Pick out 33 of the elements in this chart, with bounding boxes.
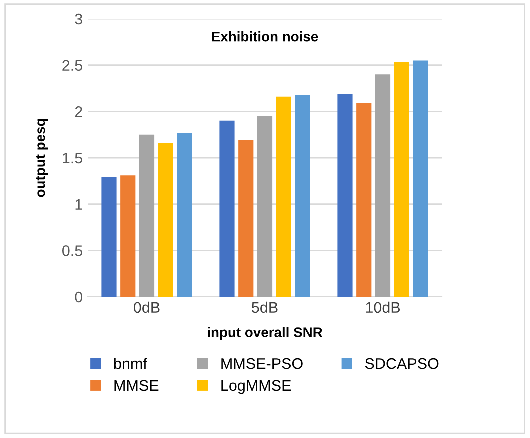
y-tick-label: 3: [75, 14, 82, 25]
x-tick-label: 5dB: [252, 302, 278, 314]
bar: [375, 74, 391, 297]
y-tick-label: 2.5: [62, 60, 82, 72]
bar: [338, 94, 353, 297]
x-tick-label: 10dB: [366, 302, 400, 314]
y-tick-label: 0: [75, 292, 83, 303]
y-tick-label: 0.5: [62, 246, 82, 256]
y-tick-label: 1.5: [63, 153, 82, 164]
bar: [413, 60, 428, 297]
legend-label: LogMMSE: [222, 380, 292, 394]
bar: [177, 132, 192, 297]
legend-label: MMSE-PSO: [222, 358, 303, 370]
legend-label: SDCAPSO: [365, 358, 439, 370]
legend-label: bnmf: [114, 358, 148, 370]
x-axis-title: input overall SNR: [208, 327, 323, 340]
bar: [257, 116, 273, 297]
text: Exhibition noise: [212, 32, 318, 42]
y-axis-title: output pesq: [36, 119, 48, 198]
bar: [394, 62, 410, 297]
bar: [102, 177, 117, 297]
bar: [238, 140, 254, 297]
bar: [295, 94, 310, 297]
bar: [276, 96, 292, 297]
y-tick-label: 2: [75, 106, 82, 118]
bar: [120, 176, 136, 297]
bar: [139, 134, 155, 297]
bar: [356, 103, 372, 297]
legend-label: MMSE: [114, 380, 159, 392]
bar: [220, 120, 235, 297]
bar: [158, 143, 174, 297]
x-tick-label: 0dB: [134, 302, 160, 314]
y-tick-label: 1: [76, 199, 82, 210]
